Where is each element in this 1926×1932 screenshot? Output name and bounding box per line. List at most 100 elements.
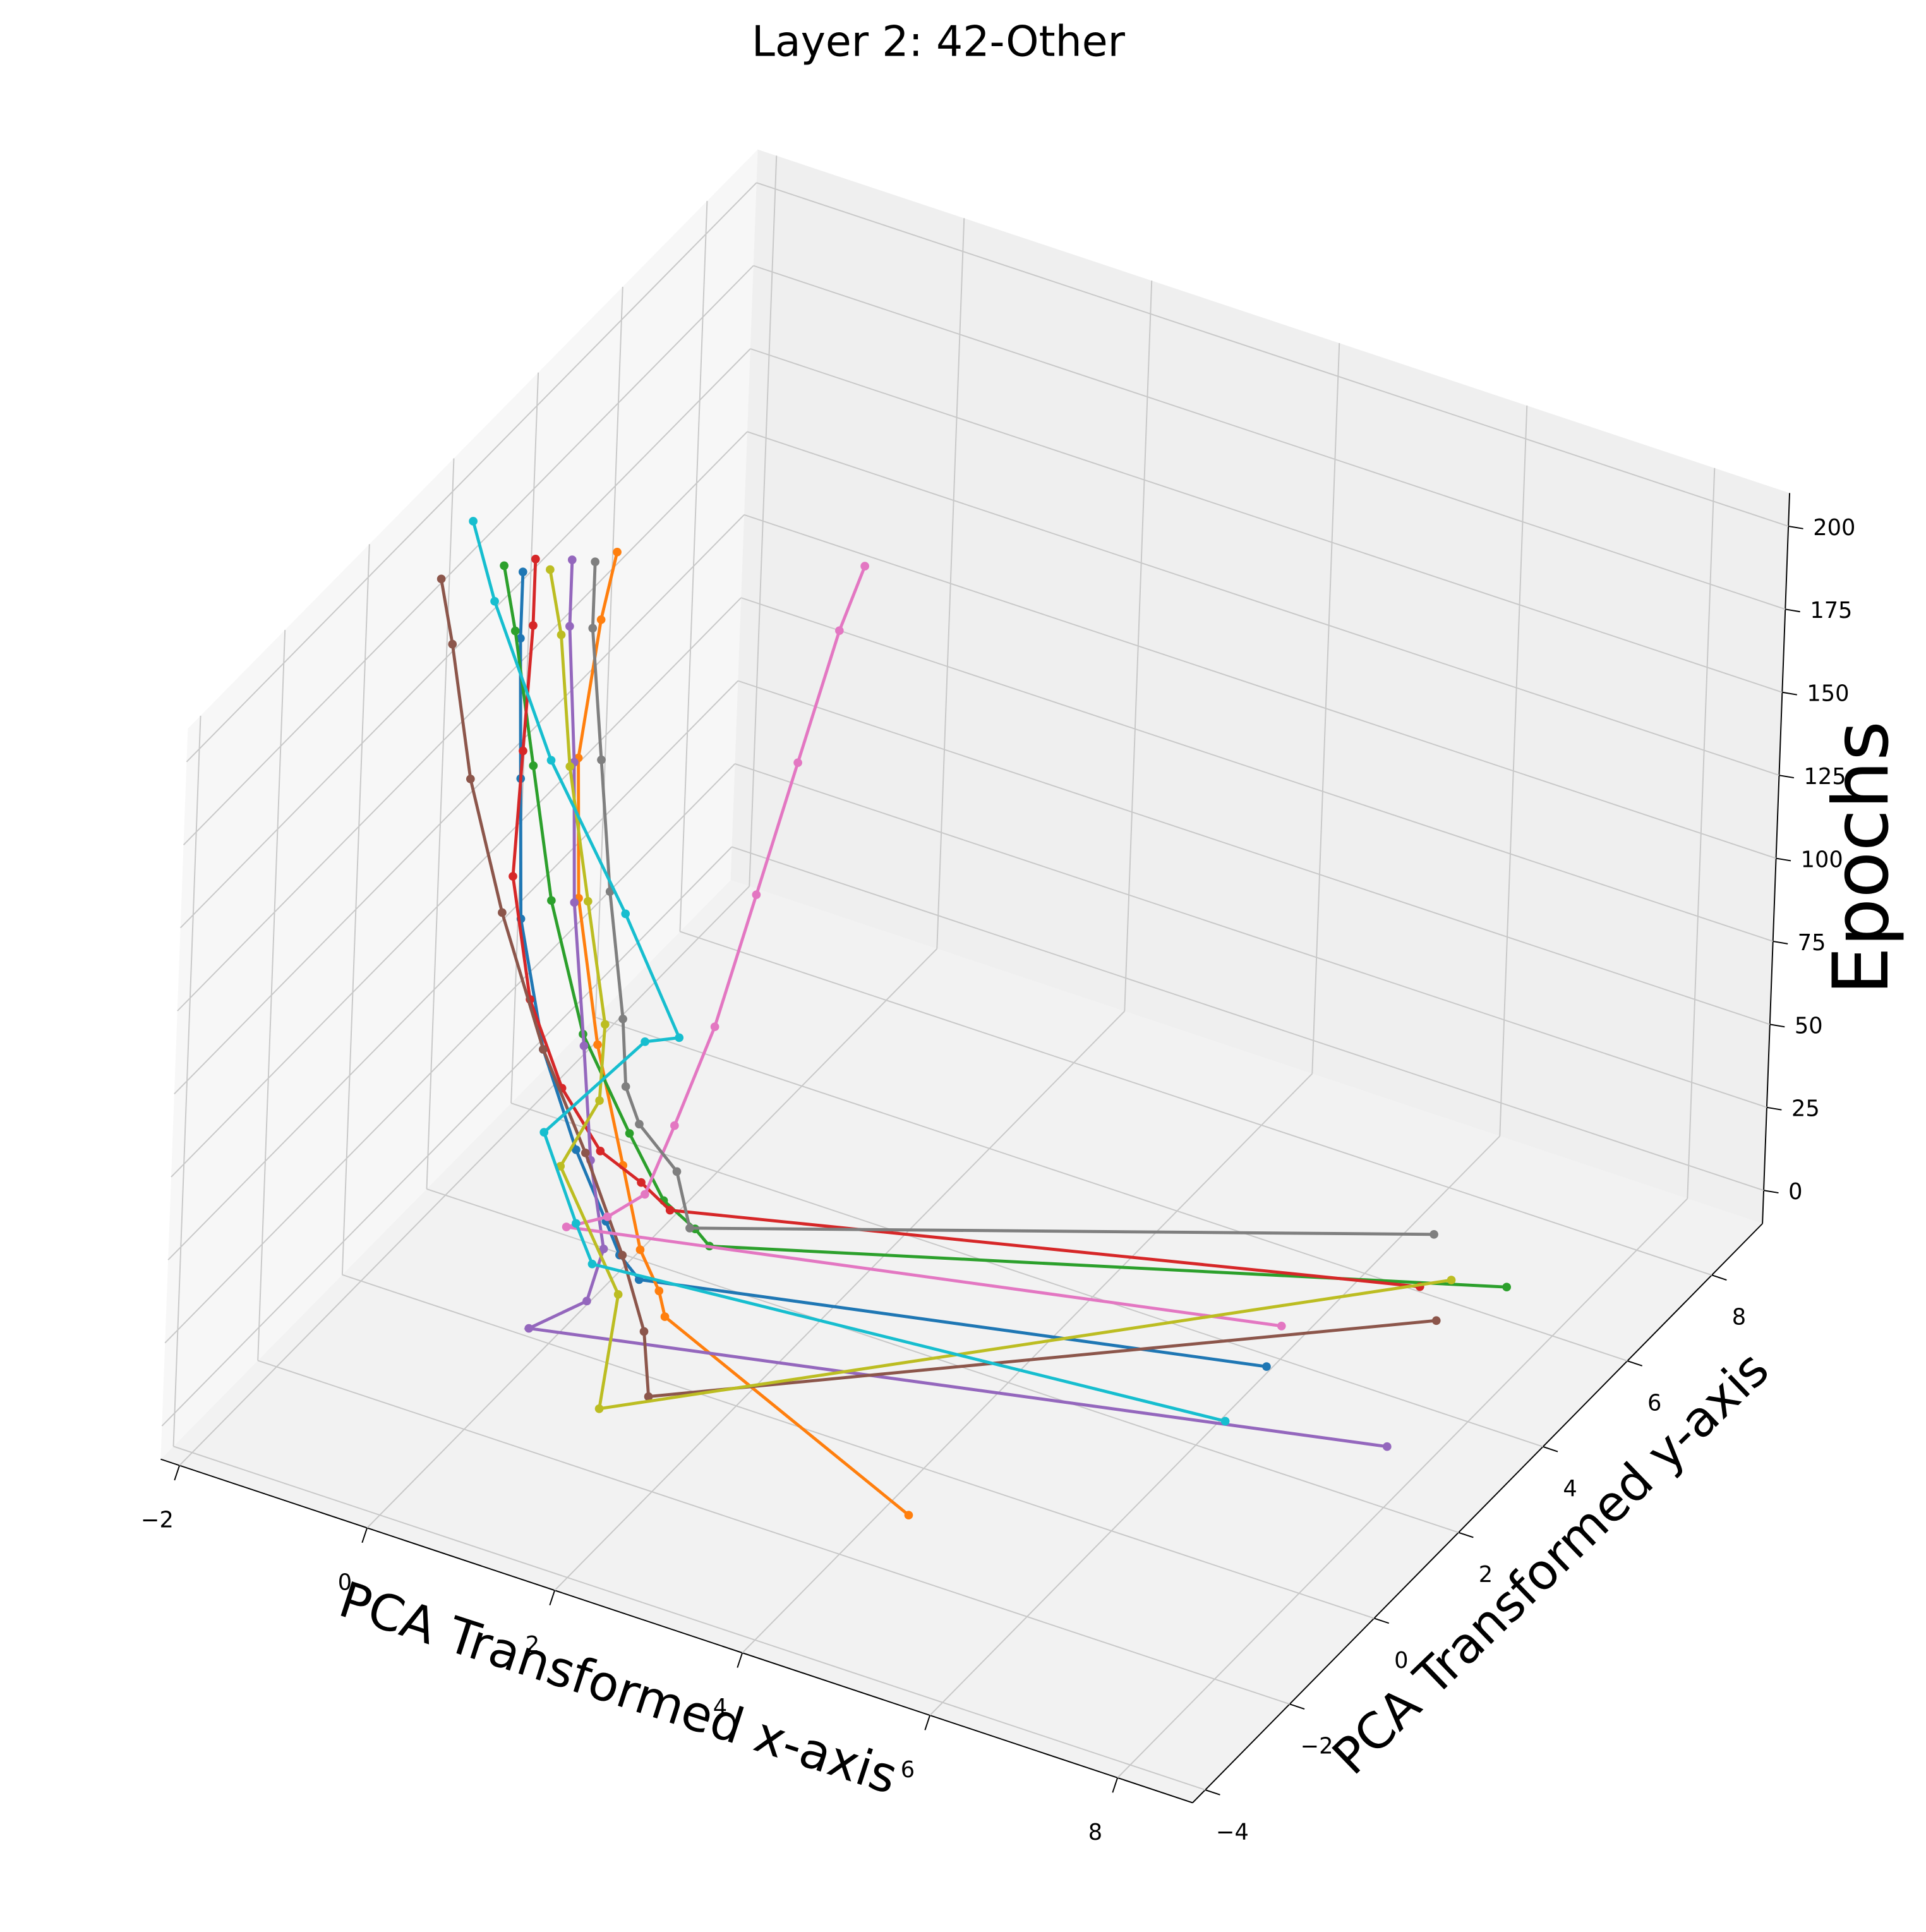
- z-tick-label: 25: [1791, 1096, 1820, 1122]
- trajectory-point: [565, 622, 574, 631]
- x-tick-label: 0: [338, 1569, 352, 1595]
- trajectory-point: [498, 908, 507, 917]
- grid-line: [554, 1010, 1125, 1591]
- grid-line: [167, 680, 738, 1260]
- x-tick: [549, 1590, 556, 1606]
- grid-line: [179, 348, 751, 929]
- z-tick: [1769, 1023, 1785, 1028]
- trajectory-point: [510, 626, 520, 636]
- trajectory-point: [618, 1250, 627, 1260]
- y-tick-label: 8: [1732, 1305, 1746, 1331]
- trajectory-point: [1220, 1416, 1230, 1426]
- trajectory-point: [1502, 1283, 1511, 1292]
- trajectory-point: [834, 626, 844, 636]
- grid-line: [740, 597, 1774, 942]
- trajectory-point: [572, 1219, 581, 1228]
- z-tick: [1766, 1106, 1782, 1111]
- trajectory-point: [710, 1022, 719, 1032]
- trajectory-point: [1431, 1316, 1441, 1325]
- trajectory-point: [591, 557, 600, 567]
- z-tick: [1763, 1190, 1779, 1194]
- trajectory-point: [1447, 1276, 1456, 1284]
- z-tick-label: 125: [1804, 764, 1846, 790]
- z-tick: [1773, 941, 1788, 945]
- x-tick-label: 8: [1088, 1820, 1102, 1845]
- trajectory: [440, 579, 1437, 1399]
- trajectory-point: [752, 890, 761, 900]
- grid-line: [680, 931, 1712, 1276]
- trajectory: [511, 558, 1421, 1289]
- trajectory-point: [639, 1327, 649, 1336]
- grid-line: [747, 431, 1779, 776]
- trajectory-point: [603, 1212, 612, 1221]
- grid-line: [753, 265, 1786, 610]
- trajectory-point: [539, 1045, 548, 1054]
- trajectory-point: [562, 1223, 571, 1231]
- y-tick: [1543, 1446, 1558, 1452]
- grid-line: [173, 1446, 1206, 1791]
- z-tick: [1788, 525, 1803, 529]
- trajectory-point: [518, 567, 527, 577]
- trajectory-point: [665, 1205, 675, 1215]
- chart-title: Layer 2: 42-Other: [752, 16, 1126, 66]
- trajectory-point: [436, 574, 446, 584]
- trajectory-point: [596, 615, 606, 624]
- x-tick-label: 2: [526, 1632, 539, 1658]
- grid-line: [426, 1188, 1459, 1533]
- x-tick: [737, 1652, 743, 1668]
- x-tick: [174, 1465, 181, 1481]
- trajectory-point: [599, 1245, 608, 1253]
- trajectory-point: [587, 1259, 597, 1269]
- grid-line: [731, 846, 1764, 1192]
- trajectory: [548, 569, 1452, 1411]
- trajectory-point: [621, 909, 630, 919]
- trajectory-point: [547, 896, 556, 905]
- trajectory-point: [860, 562, 869, 571]
- z-tick-label: 175: [1810, 598, 1852, 624]
- grid-line: [756, 182, 1789, 527]
- y-tick: [1458, 1531, 1474, 1538]
- trajectory-point: [660, 1312, 670, 1321]
- grid-line: [742, 1073, 1313, 1653]
- z-tick-label: 0: [1788, 1179, 1802, 1205]
- trajectory: [523, 560, 1388, 1449]
- trajectory-point: [635, 1245, 645, 1254]
- trajectory-point: [529, 761, 538, 770]
- axis-line: [160, 1458, 1193, 1804]
- trajectory-point: [490, 596, 499, 606]
- trajectory-point: [641, 1190, 649, 1199]
- trajectory-point: [1277, 1322, 1286, 1331]
- grid-line: [750, 348, 1783, 693]
- trajectory-point: [635, 1120, 644, 1129]
- trajectory-point: [519, 746, 527, 756]
- trajectory-point: [597, 755, 606, 764]
- y-tick: [1205, 1789, 1220, 1796]
- trajectory-point: [469, 517, 478, 526]
- grid-line: [737, 680, 1771, 1025]
- trajectory-point: [613, 1290, 623, 1299]
- z-tick: [1782, 691, 1797, 696]
- y-tick-label: 4: [1563, 1476, 1577, 1502]
- trajectory-point: [529, 621, 538, 630]
- z-tick-label: 100: [1801, 847, 1843, 872]
- x-tick: [361, 1528, 368, 1543]
- trajectory-point: [557, 631, 566, 639]
- trajectory-point: [618, 1014, 627, 1023]
- x-tick-label: −2: [141, 1507, 174, 1533]
- trajectory-point: [500, 561, 509, 571]
- trajectory-point: [524, 1324, 534, 1333]
- y-tick: [1711, 1274, 1727, 1281]
- pane-floor: [160, 880, 1763, 1803]
- trajectory-point: [793, 758, 802, 768]
- trajectory-point: [593, 1040, 602, 1049]
- trajectory-point: [1382, 1442, 1392, 1451]
- z-tick-label: 200: [1813, 515, 1855, 541]
- grid-line: [342, 1274, 1375, 1619]
- trajectory-point: [654, 1286, 664, 1296]
- y-tick-label: −2: [1301, 1734, 1333, 1760]
- trajectory: [471, 521, 1226, 1423]
- trajectory-point: [637, 1178, 646, 1187]
- grid-line: [174, 514, 745, 1095]
- grid-line: [510, 1102, 1543, 1447]
